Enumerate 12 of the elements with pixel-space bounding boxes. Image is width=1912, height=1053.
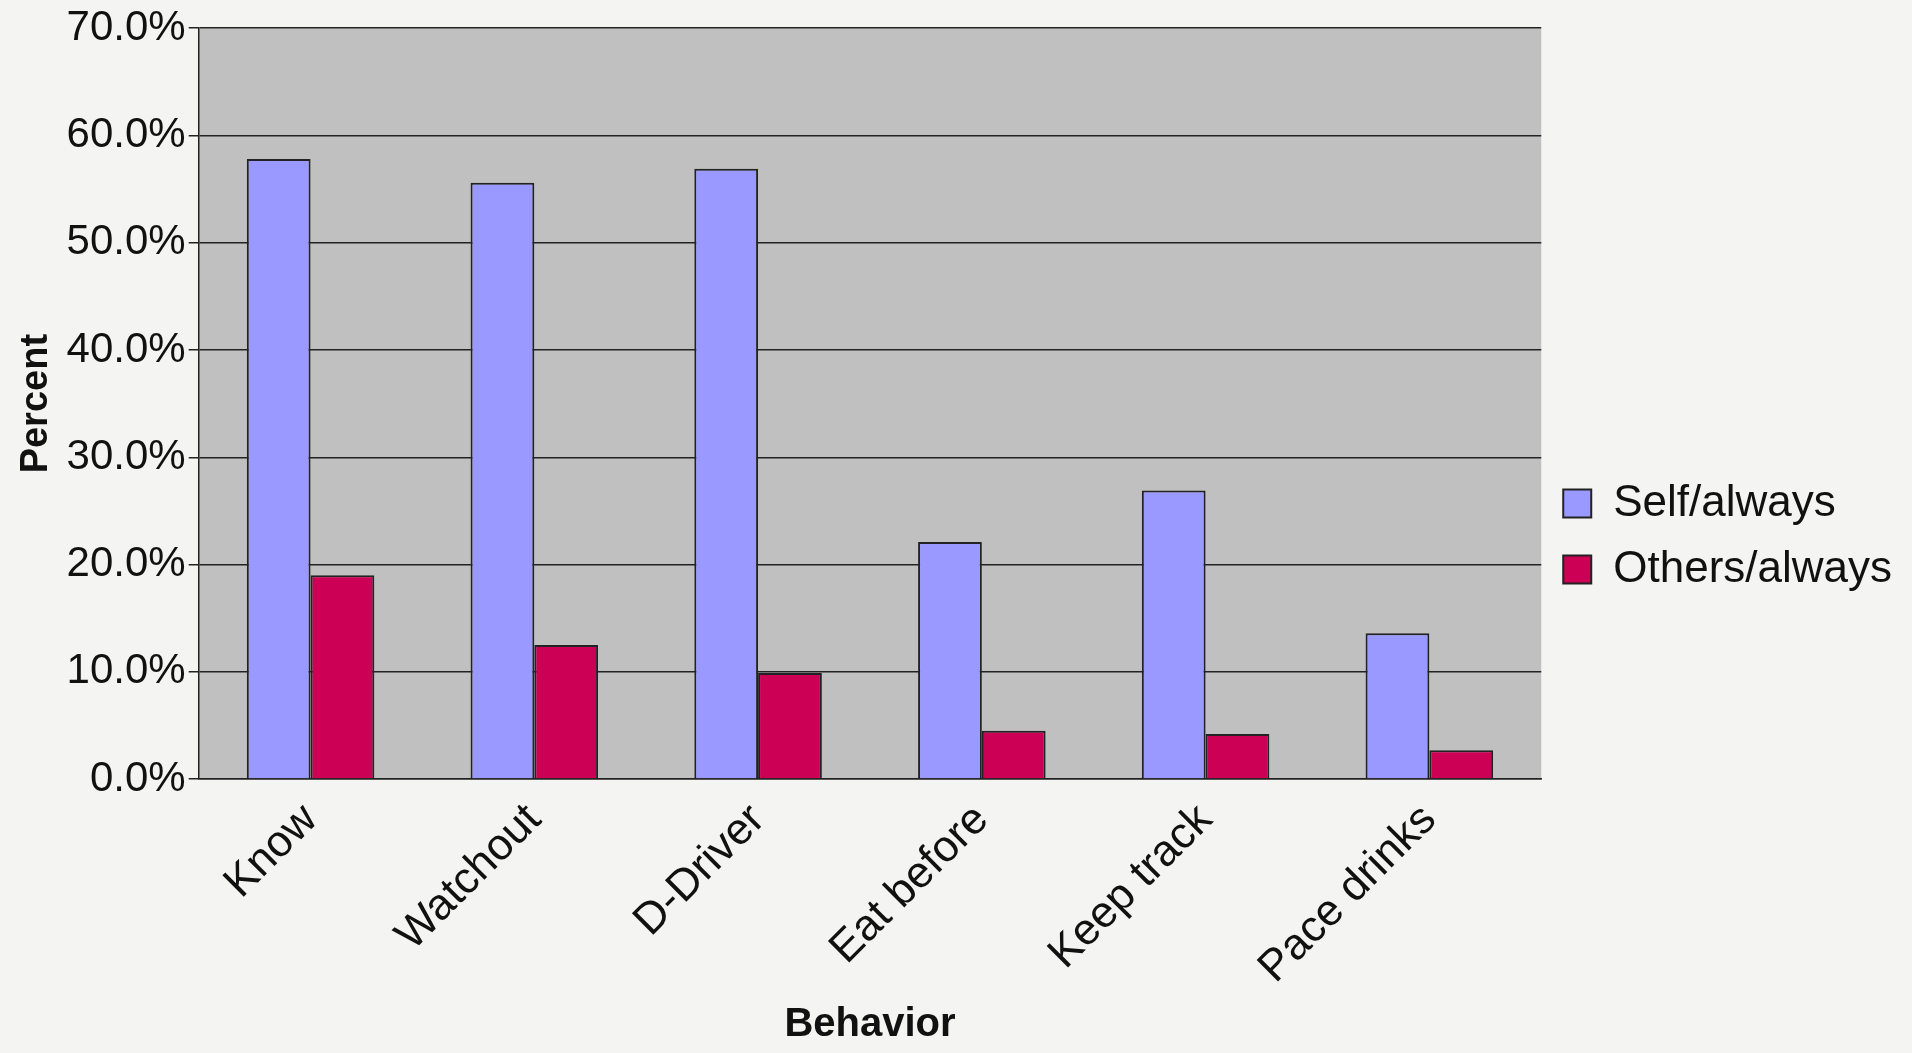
y-tick-label: 70.0% bbox=[66, 1, 186, 49]
y-tick-label: 20.0% bbox=[66, 538, 186, 586]
y-tick-label: 10.0% bbox=[66, 645, 186, 693]
y-tick-label: 60.0% bbox=[66, 109, 186, 157]
y-tick-label: 40.0% bbox=[66, 323, 186, 371]
x-axis-title: Behavior bbox=[784, 1000, 956, 1045]
legend-label: Others/always bbox=[1613, 541, 1893, 591]
y-tick-label: 30.0% bbox=[66, 430, 186, 478]
y-tick-label: 0.0% bbox=[89, 752, 186, 800]
y-axis-title: Percent bbox=[13, 333, 56, 474]
legend-label: Self/always bbox=[1613, 475, 1836, 525]
y-tick-label: 50.0% bbox=[66, 216, 186, 264]
